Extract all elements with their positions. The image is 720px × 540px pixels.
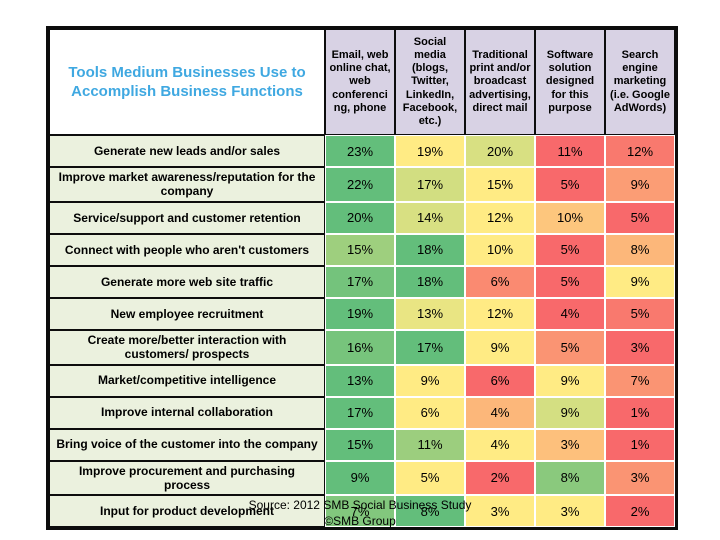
heatmap-table-frame: Tools Medium Businesses Use to Accomplis… [46, 26, 678, 531]
value-cell: 9% [395, 364, 465, 397]
value-cell: 9% [535, 364, 605, 397]
column-header-5: Search engine marketing (i.e. Google AdW… [605, 29, 675, 135]
value-cell: 18% [395, 233, 465, 266]
value-cell: 4% [535, 297, 605, 330]
value-cell: 6% [465, 265, 535, 298]
value-cell: 9% [535, 396, 605, 429]
value-cell: 12% [605, 135, 675, 167]
value-cell: 20% [325, 201, 395, 234]
value-cell: 8% [605, 233, 675, 266]
value-cell: 3% [535, 495, 605, 528]
value-cell: 19% [325, 297, 395, 330]
value-cell: 3% [535, 428, 605, 461]
value-cell: 22% [325, 167, 395, 202]
value-cell: 2% [605, 495, 675, 528]
header-row: Tools Medium Businesses Use to Accomplis… [49, 29, 675, 135]
table-row: Improve internal collaboration 17% 6% 4% 9% 1… [49, 396, 675, 429]
value-cell: 3% [605, 460, 675, 496]
row-label: New employee recruitment [49, 297, 325, 330]
value-cell: 8% [535, 460, 605, 496]
value-cell: 10% [465, 233, 535, 266]
value-cell: 6% [395, 396, 465, 429]
value-cell: 6% [465, 364, 535, 397]
table-row: Market/competitive intelligence 13% 9% 6% 9%… [49, 364, 675, 397]
value-cell: 4% [465, 396, 535, 429]
value-cell: 5% [395, 460, 465, 496]
column-header-1: Email, web online chat, web conferencing… [325, 29, 395, 135]
column-header-2: Social media (blogs, Twitter, LinkedIn, … [395, 29, 465, 135]
value-cell: 5% [535, 233, 605, 266]
value-cell: 7% [605, 364, 675, 397]
table-title: Tools Medium Businesses Use to Accomplis… [49, 29, 325, 135]
value-cell: 3% [605, 329, 675, 365]
value-cell: 17% [395, 329, 465, 365]
row-label: Create more/better interaction with cust… [49, 329, 325, 365]
value-cell: 1% [605, 396, 675, 429]
value-cell: 5% [605, 297, 675, 330]
value-cell: 3% [465, 495, 535, 528]
table-row: Generate new leads and/or sales 23% 19% 20%… [49, 135, 675, 167]
value-cell: 19% [395, 135, 465, 167]
value-cell: 16% [325, 329, 395, 365]
column-header-4: Software solution designed for this purp… [535, 29, 605, 135]
copyright-line: ©SMB Group [324, 514, 396, 529]
table-row: Input for product development 7% 8% 3% 3% 2% [49, 495, 675, 528]
row-label: Improve procurement and purchasing proce… [49, 460, 325, 496]
value-cell: 8% [395, 495, 465, 528]
value-cell: 12% [465, 201, 535, 234]
value-cell: 5% [535, 265, 605, 298]
table-row: Improve market awareness/reputation for … [49, 167, 675, 202]
table-row: Connect with people who aren't customers… [49, 233, 675, 266]
value-cell: 9% [325, 460, 395, 496]
value-cell: 10% [535, 201, 605, 234]
value-cell: 12% [465, 297, 535, 330]
value-cell: 9% [605, 265, 675, 298]
value-cell: 17% [395, 167, 465, 202]
row-label: Generate new leads and/or sales [49, 135, 325, 167]
value-cell: 15% [325, 233, 395, 266]
value-cell: 1% [605, 428, 675, 461]
value-cell: 5% [605, 201, 675, 234]
table-row: Create more/better interaction with cust… [49, 329, 675, 365]
value-cell: 4% [465, 428, 535, 461]
source-line: Source: 2012 SMB Social Business Study [248, 498, 472, 512]
value-cell: 18% [395, 265, 465, 298]
row-label: Improve market awareness/reputation for … [49, 167, 325, 202]
table-row: New employee recruitment 19% 13% 12% 4% 5% [49, 297, 675, 330]
row-label: Generate more web site traffic [49, 265, 325, 298]
table-row: Service/support and customer retention 20… [49, 201, 675, 234]
row-label: Input for product development [49, 495, 325, 528]
value-cell: 7% [325, 495, 395, 528]
value-cell: 11% [535, 135, 605, 167]
table-row: Generate more web site traffic 17% 18% 6% 5%… [49, 265, 675, 298]
row-label: Service/support and customer retention [49, 201, 325, 234]
value-cell: 23% [325, 135, 395, 167]
value-cell: 11% [395, 428, 465, 461]
row-label: Improve internal collaboration [49, 396, 325, 429]
table-row: Improve procurement and purchasing proce… [49, 460, 675, 496]
value-cell: 14% [395, 201, 465, 234]
value-cell: 5% [535, 329, 605, 365]
row-label: Connect with people who aren't customers [49, 233, 325, 266]
value-cell: 13% [395, 297, 465, 330]
row-label: Market/competitive intelligence [49, 364, 325, 397]
value-cell: 15% [325, 428, 395, 461]
heatmap-table: Tools Medium Businesses Use to Accomplis… [49, 29, 675, 528]
value-cell: 9% [605, 167, 675, 202]
row-label: Bring voice of the customer into the com… [49, 428, 325, 461]
value-cell: 20% [465, 135, 535, 167]
value-cell: 13% [325, 364, 395, 397]
value-cell: 15% [465, 167, 535, 202]
value-cell: 17% [325, 265, 395, 298]
value-cell: 9% [465, 329, 535, 365]
column-header-3: Traditional print and/or broadcast adver… [465, 29, 535, 135]
source-note: Source: 2012 SMB Social Business Study ©… [0, 497, 720, 529]
value-cell: 17% [325, 396, 395, 429]
value-cell: 2% [465, 460, 535, 496]
value-cell: 5% [535, 167, 605, 202]
table-row: Bring voice of the customer into the com… [49, 428, 675, 461]
